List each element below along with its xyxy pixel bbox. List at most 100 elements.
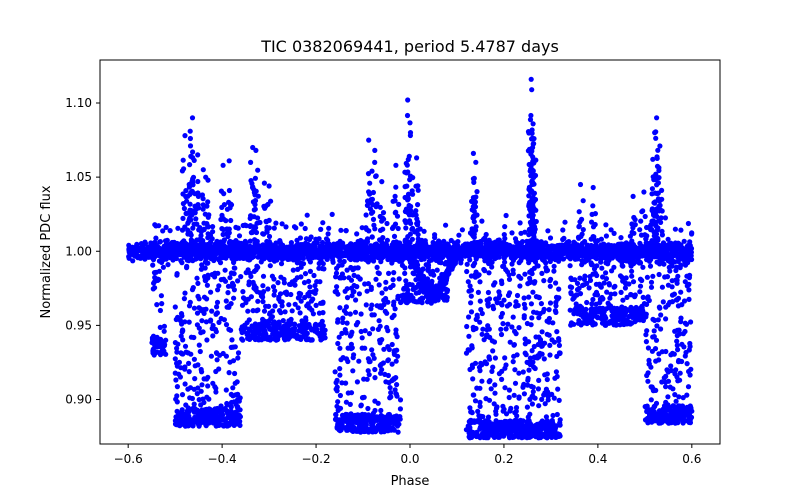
- data-point: [337, 305, 343, 311]
- data-point: [319, 331, 325, 337]
- data-point: [279, 221, 285, 227]
- data-point: [232, 265, 238, 271]
- data-point: [137, 245, 143, 251]
- data-point: [538, 301, 545, 307]
- data-point: [553, 309, 559, 315]
- data-point: [228, 344, 234, 350]
- data-point: [362, 345, 368, 351]
- data-point: [260, 256, 266, 262]
- data-point: [130, 252, 136, 258]
- data-point: [303, 315, 309, 321]
- data-point: [530, 289, 536, 295]
- data-point: [338, 252, 344, 258]
- data-point: [620, 241, 626, 247]
- data-point: [214, 299, 221, 305]
- data-point: [174, 399, 180, 405]
- data-point: [213, 385, 219, 391]
- data-point: [535, 386, 542, 392]
- data-point: [355, 416, 361, 422]
- data-point: [164, 237, 170, 243]
- data-point: [348, 412, 354, 418]
- data-point: [239, 302, 246, 308]
- data-point: [302, 294, 308, 301]
- data-point: [336, 334, 342, 340]
- data-point: [178, 311, 185, 317]
- data-point: [513, 299, 519, 305]
- data-point: [466, 288, 472, 294]
- data-point: [455, 239, 461, 245]
- data-point: [527, 269, 533, 275]
- data-point: [157, 307, 163, 314]
- data-point: [340, 319, 346, 325]
- data-point: [377, 323, 383, 329]
- data-point: [486, 354, 492, 360]
- data-point: [302, 271, 309, 277]
- data-point: [543, 268, 550, 274]
- data-point: [342, 288, 348, 294]
- data-point: [212, 415, 218, 421]
- data-point: [202, 277, 208, 284]
- data-point: [277, 238, 283, 244]
- data-point: [180, 337, 186, 343]
- data-point: [173, 377, 179, 383]
- data-point: [514, 292, 521, 299]
- data-point: [433, 257, 439, 263]
- data-point: [175, 225, 181, 231]
- data-point: [231, 287, 237, 293]
- data-point: [168, 241, 174, 247]
- data-point: [521, 391, 528, 397]
- data-point: [320, 220, 326, 226]
- data-point: [338, 227, 344, 233]
- data-point: [181, 421, 187, 427]
- data-point: [562, 219, 568, 225]
- data-point: [354, 231, 360, 237]
- data-point: [194, 275, 200, 281]
- data-point: [333, 245, 339, 251]
- data-point: [344, 320, 350, 326]
- data-point: [351, 352, 357, 358]
- data-point: [432, 234, 438, 241]
- data-point: [184, 263, 190, 269]
- data-point: [293, 334, 299, 340]
- data-point: [606, 243, 613, 249]
- data-point: [296, 323, 302, 329]
- data-point: [494, 254, 500, 260]
- data-point: [536, 377, 542, 383]
- data-point: [157, 324, 163, 330]
- data-point: [365, 254, 371, 260]
- data-point: [361, 376, 367, 382]
- data-point: [359, 225, 365, 231]
- data-point: [416, 281, 422, 287]
- data-point: [204, 337, 210, 343]
- data-point: [222, 267, 228, 273]
- data-point: [202, 265, 208, 271]
- data-point: [218, 277, 224, 283]
- data-point: [203, 319, 209, 325]
- data-point: [189, 395, 195, 402]
- data-point: [419, 279, 426, 285]
- data-point: [282, 252, 288, 258]
- data-point: [319, 239, 326, 246]
- data-point: [194, 255, 200, 261]
- data-point: [428, 271, 434, 277]
- data-point: [329, 211, 335, 217]
- data-point: [157, 343, 163, 349]
- data-point: [369, 347, 375, 353]
- data-point: [539, 270, 545, 276]
- data-point: [506, 394, 512, 401]
- data-point: [348, 345, 354, 352]
- data-point: [186, 303, 193, 309]
- data-point: [271, 292, 277, 298]
- data-point: [386, 380, 392, 386]
- data-point: [486, 270, 492, 276]
- data-point: [499, 368, 505, 374]
- data-point: [189, 287, 196, 293]
- data-point: [464, 268, 470, 275]
- data-point: [298, 291, 304, 297]
- data-point: [637, 240, 643, 246]
- data-points: [126, 76, 695, 441]
- data-point: [446, 263, 452, 269]
- data-point: [605, 250, 611, 256]
- data-point: [307, 268, 313, 274]
- data-point: [227, 359, 233, 365]
